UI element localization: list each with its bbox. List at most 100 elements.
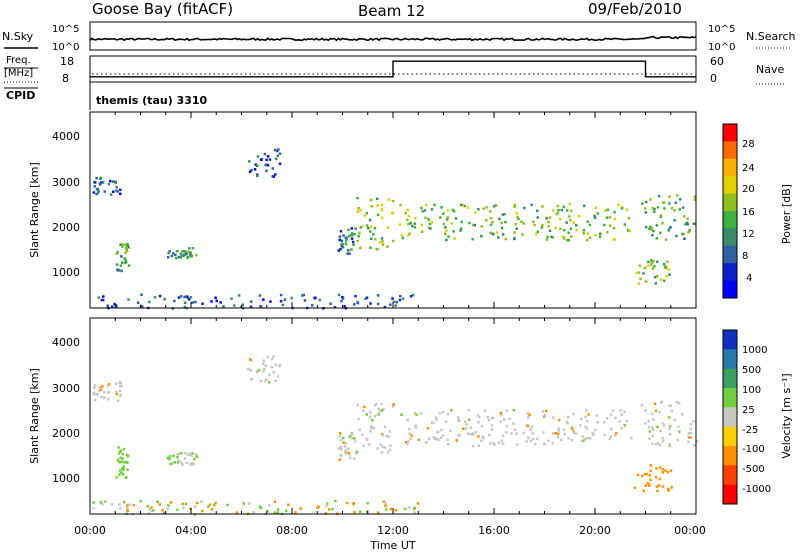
scatter-cell xyxy=(399,204,402,207)
scatter-cell xyxy=(488,433,491,437)
scatter-cell xyxy=(378,410,381,413)
scatter-cell xyxy=(661,422,665,425)
scatter-cell xyxy=(329,302,332,306)
scatter-cell xyxy=(656,442,659,445)
scatter-cell xyxy=(258,505,262,508)
scatter-cell xyxy=(529,428,532,431)
scatter-cell xyxy=(118,473,121,477)
scatter-cell xyxy=(350,227,353,230)
scatter-cell xyxy=(555,212,558,216)
velocity-colorbar-swatch xyxy=(723,426,737,447)
scatter-cell xyxy=(92,392,96,396)
scatter-cell xyxy=(457,416,460,419)
scatter-cell xyxy=(411,293,415,297)
scatter-cell xyxy=(492,442,495,445)
scatter-cell xyxy=(318,298,322,302)
scatter-cell xyxy=(581,439,584,443)
scatter-cell xyxy=(558,418,561,422)
scatter-cell xyxy=(353,510,356,514)
scatter-cell xyxy=(525,424,528,427)
velocity-colorbar-swatch xyxy=(723,407,737,428)
frequency-panel: Freq. [MHz] 18 8 60 0 Nave xyxy=(4,55,784,85)
scatter-cell xyxy=(259,379,262,383)
scatter-cell xyxy=(487,419,491,422)
scatter-cell xyxy=(596,212,600,215)
scatter-cell xyxy=(241,303,244,306)
scatter-cell xyxy=(542,431,545,434)
scatter-cell xyxy=(123,500,126,504)
scatter-cell xyxy=(373,227,377,230)
scatter-cell xyxy=(102,295,105,298)
scatter-cell xyxy=(103,396,106,399)
scatter-cell xyxy=(582,229,586,232)
noise-right-tick-top: 10^5 xyxy=(708,24,735,35)
scatter-cell xyxy=(467,432,470,435)
scatter-cell xyxy=(184,502,188,505)
scatter-cell xyxy=(354,452,358,455)
scatter-cell xyxy=(196,501,199,505)
scatter-cell xyxy=(195,455,199,458)
scatter-cell xyxy=(361,225,364,228)
scatter-cell xyxy=(148,508,152,511)
scatter-cell xyxy=(559,227,562,231)
scatter-cell xyxy=(531,432,535,435)
scatter-cell xyxy=(586,220,589,223)
scatter-cell xyxy=(248,358,252,361)
scatter-cell xyxy=(153,296,157,299)
scatter-cell xyxy=(658,410,661,414)
scatter-cell xyxy=(340,454,343,457)
scatter-cell xyxy=(171,252,175,255)
scatter-cell xyxy=(118,389,122,393)
scatter-cell xyxy=(387,435,390,438)
x-tick-2400: 00:00 xyxy=(674,524,706,537)
scatter-cell xyxy=(379,443,382,446)
scatter-cell xyxy=(184,250,187,254)
scatter-cell xyxy=(278,364,281,368)
scatter-cell xyxy=(465,423,468,426)
scatter-cell xyxy=(513,231,516,234)
scatter-cell xyxy=(570,235,573,238)
scatter-cell xyxy=(648,474,652,477)
scatter-cell xyxy=(337,447,341,450)
scatter-cell xyxy=(107,382,111,386)
scatter-cell xyxy=(462,427,465,430)
scatter-cell xyxy=(169,501,173,504)
scatter-cell xyxy=(444,420,448,423)
scatter-cell xyxy=(501,233,505,236)
scatter-cell xyxy=(659,214,663,217)
scatter-cell xyxy=(107,391,111,394)
scatter-cell xyxy=(391,405,395,408)
scatter-cell xyxy=(158,294,162,298)
scatter-cell xyxy=(339,445,343,449)
scatter-cell xyxy=(593,216,597,220)
scatter-cell xyxy=(659,215,663,219)
velocity-colorbar: 1000 500 100 25 -25 -100 -500 -1000 Velo… xyxy=(722,329,793,505)
scatter-cell xyxy=(661,222,664,225)
x-tick-1200: 12:00 xyxy=(377,524,409,537)
x-tick-marks xyxy=(89,112,697,514)
scatter-cell xyxy=(407,234,410,237)
scatter-cell xyxy=(342,441,345,444)
scatter-cell xyxy=(689,427,692,430)
scatter-cell xyxy=(623,223,627,226)
scatter-cell xyxy=(430,421,434,425)
scatter-cell xyxy=(409,437,413,441)
scatter-cell xyxy=(570,425,574,429)
scatter-cell xyxy=(599,232,602,235)
scatter-cell xyxy=(331,507,334,511)
scatter-cell xyxy=(265,378,268,381)
scatter-cell xyxy=(189,296,193,299)
scatter-cell xyxy=(115,305,118,308)
scatter-cell xyxy=(522,431,525,435)
scatter-cell xyxy=(186,256,189,260)
scatter-cell xyxy=(114,180,117,183)
scatter-cell xyxy=(503,212,506,216)
scatter-cell xyxy=(215,299,218,303)
scatter-cell xyxy=(638,264,642,267)
scatter-cell xyxy=(551,442,555,445)
scatter-cell xyxy=(490,424,493,427)
scatter-cell xyxy=(517,217,520,221)
scatter-cell xyxy=(272,370,276,374)
